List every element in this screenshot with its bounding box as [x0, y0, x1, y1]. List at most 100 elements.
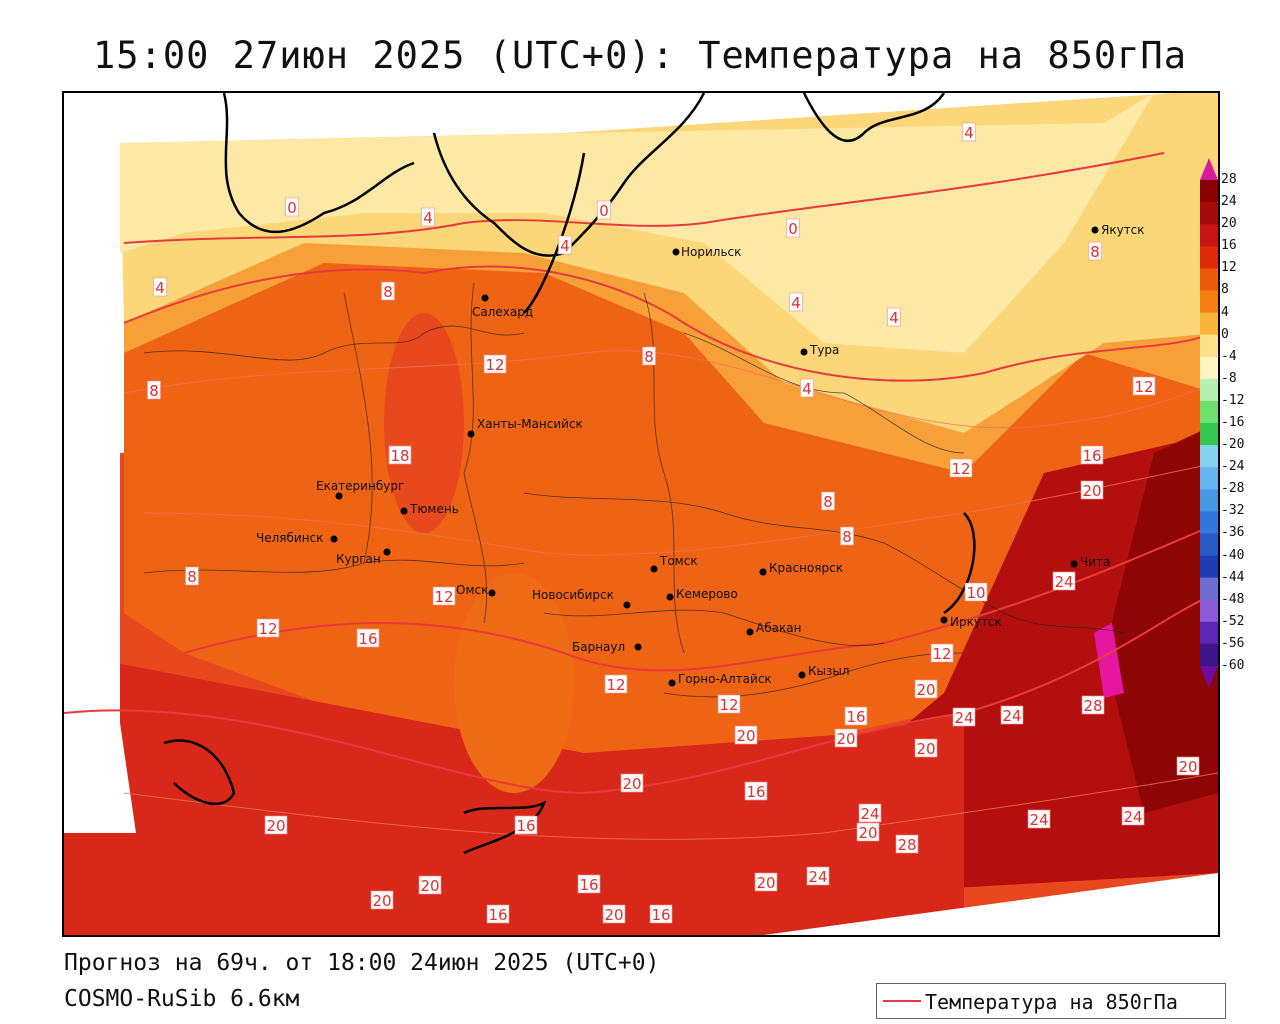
- isotherm-label-bg: [153, 277, 167, 297]
- isotherm-label-bg: [834, 728, 858, 748]
- isotherm-label-bg: [388, 445, 412, 465]
- isotherm-label-bg: [514, 815, 538, 835]
- isotherm-label-bg: [1121, 806, 1145, 826]
- isotherm-label-bg: [285, 197, 299, 217]
- temperature-map[interactable]: Норильск Якутск Салехард Тура Ханты-Манс…: [62, 91, 1220, 937]
- isotherm-label-bg: [1080, 480, 1104, 500]
- colorbar-tick-label: 8: [1221, 282, 1229, 298]
- isotherm-label-bg: [806, 866, 830, 886]
- isotherm-label-text: 16: [579, 876, 598, 894]
- isotherm-value-label: 0: [597, 200, 611, 220]
- isotherm-value-label: 20: [264, 815, 288, 835]
- city-label: Абакан: [756, 621, 801, 635]
- isotherm-label-bg: [800, 378, 814, 398]
- isotherm-label-text: 8: [842, 528, 852, 546]
- colorbar-tick-label: 24: [1221, 194, 1237, 210]
- isotherm-value-label: 20: [834, 728, 858, 748]
- colorbar-tick-label: 0: [1221, 326, 1229, 342]
- city-dot-novosibirsk: [623, 601, 631, 609]
- isotherm-label-text: 12: [932, 645, 951, 663]
- isotherm-value-label: 12: [604, 674, 628, 694]
- isotherm-label-bg: [949, 458, 973, 478]
- isotherm-label-bg: [840, 526, 854, 546]
- isotherm-value-label: 24: [1000, 705, 1024, 725]
- colorbar-band: [1200, 533, 1218, 557]
- isotherm-label-text: 10: [966, 584, 985, 602]
- colorbar-tick-label: -48: [1221, 591, 1245, 607]
- isotherm-label-text: 18: [390, 447, 409, 465]
- legend-label: Температура на 850гПа: [925, 990, 1178, 1014]
- city-dot-norilsk: [672, 248, 680, 256]
- isotherm-label-text: 8: [644, 348, 654, 366]
- isotherm-label-bg: [1176, 756, 1200, 776]
- colorbar-tick-label: 28: [1221, 172, 1237, 187]
- isotherm-label-bg: [844, 706, 868, 726]
- isotherm-value-label: 4: [887, 307, 901, 327]
- isotherm-label-bg: [185, 566, 199, 586]
- isotherm-label-text: 12: [606, 676, 625, 694]
- city-label: Салехард: [472, 305, 533, 319]
- city-dot-ekb: [335, 492, 343, 500]
- isotherm-value-label: 20: [602, 904, 626, 924]
- isotherm-label-bg: [858, 803, 882, 823]
- isotherm-label-text: 12: [719, 696, 738, 714]
- forecast-info: Прогноз на 69ч. от 18:00 24июн 2025 (UTC…: [64, 950, 660, 976]
- isotherm-label-text: 4: [423, 209, 433, 227]
- city-label: Горно-Алтайск: [678, 672, 772, 686]
- isotherm-value-label: 12: [717, 694, 741, 714]
- map-canvas: Норильск Якутск Салехард Тура Ханты-Манс…: [64, 93, 1218, 935]
- isotherm-label-bg: [952, 707, 976, 727]
- isotherm-label-text: 0: [599, 202, 609, 220]
- isotherm-value-label: 12: [930, 643, 954, 663]
- isotherm-value-label: 16: [577, 874, 601, 894]
- isotherm-label-bg: [597, 200, 611, 220]
- isotherm-label-bg: [486, 904, 510, 924]
- isotherm-label-text: 16: [746, 783, 765, 801]
- isotherm-label-bg: [914, 738, 938, 758]
- isotherm-value-label: 18: [388, 445, 412, 465]
- colorbar-band: [1200, 643, 1218, 667]
- colorbar-band: [1200, 400, 1218, 424]
- colorbar-tick-label: -52: [1221, 613, 1245, 629]
- isotherm-value-label: 24: [1121, 806, 1145, 826]
- isotherm-label-bg: [256, 618, 280, 638]
- isotherm-label-bg: [264, 815, 288, 835]
- city-label: Тюмень: [409, 502, 459, 516]
- isotherm-label-text: 16: [516, 817, 535, 835]
- isotherm-label-bg: [418, 875, 442, 895]
- colorbar-tick-label: -60: [1221, 658, 1245, 673]
- isotherm-label-text: 8: [187, 568, 197, 586]
- isotherm-label-text: 24: [860, 805, 879, 823]
- isotherm-label-text: 16: [358, 630, 377, 648]
- isotherm-label-bg: [147, 380, 161, 400]
- isotherm-label-text: 4: [791, 294, 801, 312]
- isotherm-label-bg: [887, 307, 901, 327]
- isotherm-label-bg: [754, 872, 778, 892]
- isotherm-value-label: 16: [486, 904, 510, 924]
- city-label: Томск: [659, 554, 698, 568]
- isotherm-label-text: 20: [736, 727, 755, 745]
- isotherm-label-text: 0: [287, 199, 297, 217]
- city-dot-kemerovo: [666, 593, 674, 601]
- isotherm-label-bg: [604, 674, 628, 694]
- isotherm-label-text: 8: [1090, 243, 1100, 261]
- isotherm-label-text: 16: [846, 708, 865, 726]
- isotherm-value-label: 8: [381, 281, 395, 301]
- city-dot-chelyabinsk: [330, 535, 338, 543]
- colorbar-bottom-arrow: [1200, 666, 1218, 688]
- isotherm-value-label: 20: [1176, 756, 1200, 776]
- isotherm-value-label: 20: [914, 679, 938, 699]
- isotherm-label-text: 20: [604, 906, 623, 924]
- isotherm-value-label: 16: [1080, 445, 1104, 465]
- city-label: Кызыл: [808, 664, 850, 678]
- isotherm-value-label: 16: [744, 781, 768, 801]
- isotherm-label-bg: [577, 874, 601, 894]
- colorbar: [1200, 158, 1218, 688]
- colorbar-tick-label: -12: [1221, 392, 1245, 408]
- isotherm-value-label: 8: [821, 491, 835, 511]
- isotherm-label-text: 16: [1082, 447, 1101, 465]
- city-label: Новосибирск: [532, 588, 614, 602]
- city-label: Екатеринбург: [316, 479, 404, 493]
- colorbar-tick-label: 20: [1221, 216, 1237, 232]
- isotherm-value-label: 4: [962, 122, 976, 142]
